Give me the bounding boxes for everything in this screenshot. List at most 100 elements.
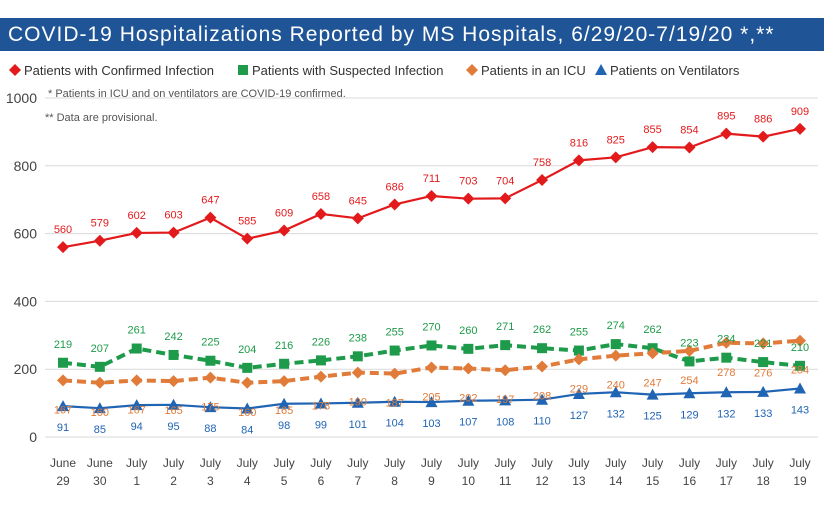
legend-label: Patients on Ventilators (610, 63, 740, 78)
data-label: 110 (533, 416, 551, 428)
data-point (204, 371, 217, 384)
data-label: 132 (717, 408, 735, 420)
data-point (462, 192, 475, 205)
data-point (683, 141, 696, 154)
legend-label: Patients with Suspected Infection (252, 63, 444, 78)
data-label: 262 (643, 324, 661, 336)
x-tick-label: 13 (572, 474, 586, 488)
series-line (62, 342, 801, 370)
data-label: 645 (349, 195, 367, 207)
data-label: 603 (164, 210, 182, 222)
data-label: 855 (643, 124, 661, 136)
data-point (242, 362, 253, 373)
data-point (466, 64, 478, 76)
data-point (238, 65, 248, 75)
data-point (130, 226, 143, 239)
data-point (794, 334, 806, 347)
data-label: 254 (680, 375, 698, 387)
data-point (388, 198, 401, 211)
data-label: 190 (349, 397, 367, 409)
data-label: 216 (275, 340, 293, 352)
data-label: 125 (643, 411, 661, 423)
legend-label: Patients in an ICU (481, 63, 586, 78)
y-tick-label: 0 (29, 429, 37, 445)
data-label: 204 (238, 344, 256, 356)
data-point (204, 401, 217, 413)
data-label: 255 (385, 327, 403, 339)
data-point (278, 375, 291, 388)
chart-title: COVID-19 Hospitalizations Reported by MS… (8, 23, 775, 46)
data-label: 242 (164, 331, 182, 343)
data-point (314, 370, 327, 383)
x-tick-label: July (679, 456, 700, 470)
data-point (425, 361, 438, 374)
data-label: 202 (459, 393, 477, 405)
x-tick-label: 11 (499, 474, 512, 488)
data-point (58, 357, 68, 368)
data-point (721, 352, 732, 363)
data-label: 225 (201, 337, 219, 349)
data-point (57, 374, 69, 387)
data-label: 219 (54, 339, 72, 351)
series-lines (57, 122, 806, 414)
x-tick-label: July (384, 456, 405, 470)
x-tick-label: July (421, 456, 442, 470)
data-label: 221 (754, 338, 772, 350)
title-band (0, 18, 824, 51)
x-tick-label: 5 (281, 474, 288, 488)
data-point (720, 127, 733, 140)
y-tick-label: 400 (14, 293, 38, 309)
data-label: 165 (164, 405, 182, 417)
x-tick-label: 6 (318, 474, 325, 488)
note-1: * Patients in ICU and on ventilators are… (48, 88, 346, 100)
y-tick-label: 1000 (6, 90, 37, 106)
data-label: 816 (570, 137, 588, 149)
grid (45, 97, 818, 438)
x-tick-label: 8 (391, 474, 398, 488)
data-point (130, 399, 143, 411)
x-tick-label: 17 (720, 474, 734, 488)
data-point (241, 402, 254, 414)
data-point (536, 174, 549, 187)
data-point (388, 367, 401, 380)
data-label: 602 (128, 210, 146, 222)
data-point (758, 357, 769, 368)
data-point (720, 386, 733, 398)
data-label: 178 (312, 401, 330, 413)
data-point (57, 241, 69, 254)
data-label: 238 (349, 332, 367, 344)
data-label: 262 (533, 324, 551, 336)
data-point (351, 366, 364, 379)
data-point (500, 340, 511, 351)
data-point (757, 385, 770, 397)
x-tick-label: July (126, 456, 147, 470)
data-point (684, 356, 695, 367)
data-label: 260 (459, 325, 477, 337)
data-label: 234 (717, 334, 735, 346)
data-label: 187 (385, 398, 403, 410)
data-label: 160 (238, 407, 256, 419)
data-label: 825 (607, 134, 625, 146)
data-label: 284 (791, 365, 809, 377)
data-label: 895 (717, 111, 735, 123)
data-label: 886 (754, 114, 772, 126)
data-label: 560 (54, 224, 72, 236)
data-point (573, 345, 584, 356)
data-label: 703 (459, 176, 477, 188)
data-label: 95 (167, 421, 179, 433)
x-tick-label: July (495, 456, 516, 470)
x-tick-label: 19 (793, 474, 807, 488)
y-tick-label: 800 (14, 158, 38, 174)
x-tick-label: 2 (170, 474, 177, 488)
data-label: 167 (128, 404, 146, 416)
data-label: 165 (275, 405, 293, 417)
data-point (499, 364, 512, 377)
x-tick-label: July (347, 456, 368, 470)
data-point (683, 387, 696, 399)
data-label: 107 (459, 417, 477, 429)
data-label: 276 (754, 367, 772, 379)
x-tick-label: July (273, 456, 294, 470)
x-tick-label: July (716, 456, 737, 470)
data-point (167, 398, 180, 410)
y-tick-label: 600 (14, 226, 38, 242)
